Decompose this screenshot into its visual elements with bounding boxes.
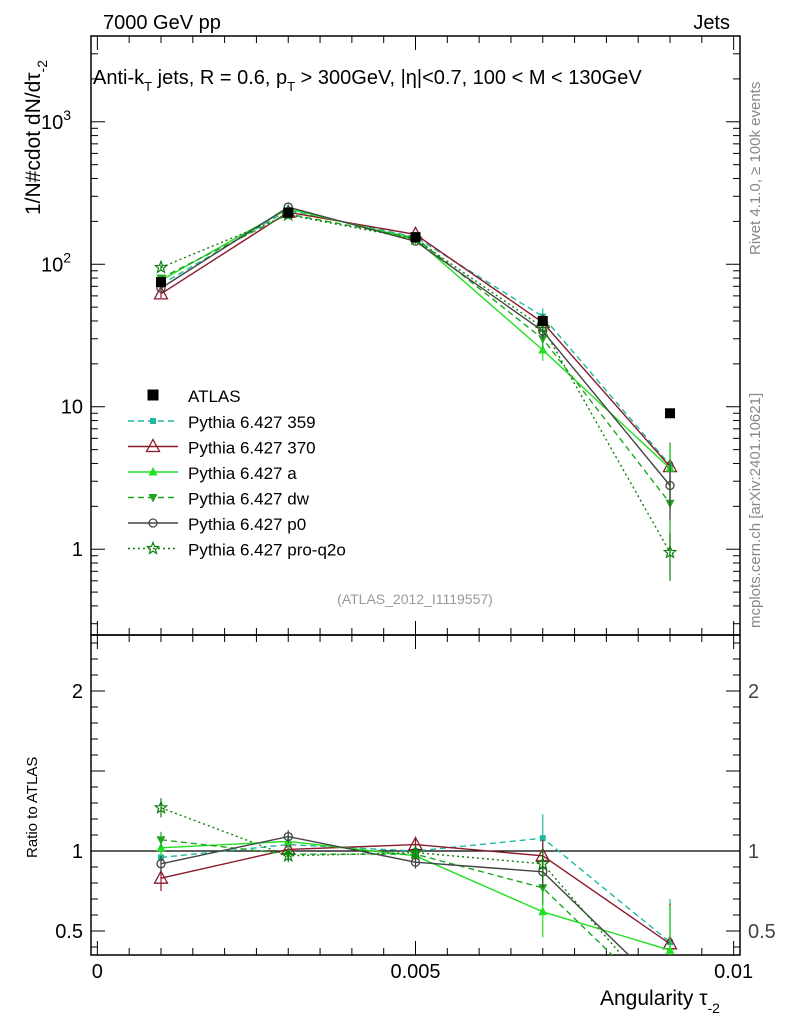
ratio-tick-label-right: 1 xyxy=(748,841,759,863)
legend-item-pq2o: Pythia 6.427 pro-q2o xyxy=(128,541,346,560)
point-pp0 xyxy=(665,480,675,491)
atlas-point xyxy=(155,277,166,288)
ratio-tick-label: 2 xyxy=(72,681,83,703)
point-p370 xyxy=(153,285,169,300)
legend-item-p359: Pythia 6.427 359 xyxy=(128,413,316,432)
ratio-tick-label: 0.5 xyxy=(55,921,83,943)
energy-label: 7000 GeV pp xyxy=(103,12,221,34)
legend-item-atlas: ATLAS xyxy=(147,387,241,406)
y-tick-label: 1 xyxy=(72,539,83,561)
legend-item-pp0: Pythia 6.427 p0 xyxy=(128,515,306,534)
y-tick-label: 10 xyxy=(61,397,83,419)
ratio-point-pp0 xyxy=(283,831,293,842)
ratio-point-pq2o xyxy=(535,856,551,871)
legend-marker-p370 xyxy=(145,438,161,453)
ratio-point-pq2o xyxy=(408,844,423,859)
ratio-point-pp0 xyxy=(156,859,166,869)
ratio-point-p359 xyxy=(539,835,546,842)
point-pdw xyxy=(538,335,548,344)
point-pa xyxy=(538,345,548,354)
legend-label: ATLAS xyxy=(188,387,241,406)
legend-label: Pythia 6.427 a xyxy=(188,464,297,483)
legend-label: Pythia 6.427 359 xyxy=(188,413,316,432)
legend-marker-pp0 xyxy=(148,518,158,528)
y-tick-label: 103 xyxy=(41,107,71,134)
x-tick-label: 0 xyxy=(92,961,103,983)
xlabel: Angularity τ-2 xyxy=(600,987,720,1016)
ratio-tick-label-right: 0.5 xyxy=(748,921,776,943)
rivet-label: Rivet 4.1.0, ≥ 100k events xyxy=(747,82,764,255)
ratio-frame xyxy=(90,634,741,956)
legend-marker-atlas xyxy=(147,389,159,401)
ratio-point-p370 xyxy=(153,869,169,884)
y-tick-label: 102 xyxy=(41,249,71,276)
analysis-watermark: (ATLAS_2012_I1119557) xyxy=(337,591,493,607)
series-line-p359 xyxy=(160,209,671,466)
series-line-pdw xyxy=(160,213,671,504)
ratio-point-pq2o xyxy=(280,848,296,863)
atlas-point xyxy=(410,232,421,243)
ratio-point-pa xyxy=(665,945,675,954)
ratio-point-pdw xyxy=(538,884,548,893)
x-tick-label: 0.01 xyxy=(714,961,753,983)
point-pq2o xyxy=(662,544,678,559)
ratio-tick-label: 1 xyxy=(72,841,83,863)
series-line-pq2o xyxy=(160,214,671,553)
legend-marker-pq2o xyxy=(145,540,161,555)
legend-item-p370: Pythia 6.427 370 xyxy=(128,438,316,458)
ratio-tick-label-right: 2 xyxy=(748,681,759,703)
legend-item-pdw: Pythia 6.427 dw xyxy=(128,490,310,509)
atlas-point xyxy=(665,408,676,419)
legend-label: Pythia 6.427 pro-q2o xyxy=(188,541,346,560)
jets-label: Jets xyxy=(693,12,730,34)
ratio-point-pq2o xyxy=(153,800,169,815)
legend-marker-p359 xyxy=(150,418,156,424)
ratio-line-pq2o xyxy=(160,807,623,955)
legend-label: Pythia 6.427 p0 xyxy=(188,515,306,534)
x-tick-label: 0.005 xyxy=(390,961,440,983)
main-ylabel: 1/N#cdot dN/dτ-2 xyxy=(22,60,50,215)
ratio-ylabel: Ratio to ATLAS xyxy=(24,757,41,858)
legend-label: Pythia 6.427 dw xyxy=(188,490,310,509)
ratio-point-pa xyxy=(538,906,548,916)
atlas-point xyxy=(283,207,294,218)
legend-marker-pdw xyxy=(148,494,158,503)
atlas-point xyxy=(537,315,548,326)
legend-label: Pythia 6.427 370 xyxy=(188,439,316,458)
legend-marker-pa xyxy=(148,467,158,476)
plot-title: Anti-kT jets, R = 0.6, pT > 300GeV, |η|<… xyxy=(93,67,642,94)
legend-item-pa: Pythia 6.427 a xyxy=(128,464,297,483)
ratio-point-pdw xyxy=(156,836,166,845)
mcplots-label: mcplots.cern.ch [arXiv:2401.10621] xyxy=(747,393,764,628)
point-pq2o xyxy=(153,259,169,274)
